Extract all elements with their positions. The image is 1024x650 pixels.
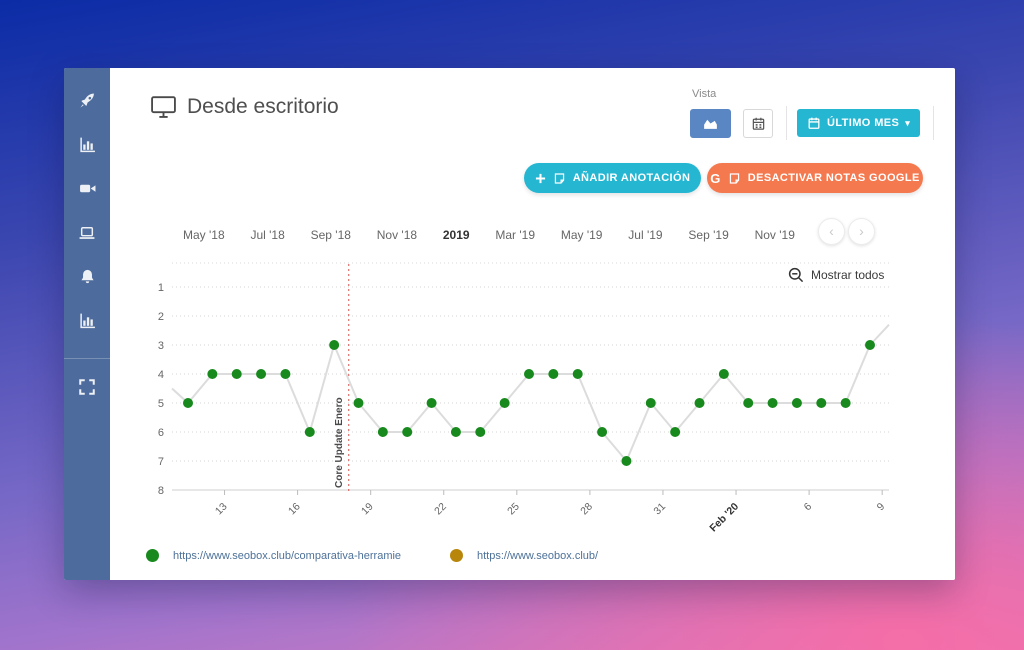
- svg-text:Core Update Enero: Core Update Enero: [334, 397, 345, 488]
- rocket-icon[interactable]: [76, 90, 98, 110]
- chart-view-button[interactable]: [690, 108, 731, 138]
- svg-text:5: 5: [158, 398, 164, 410]
- timeline-month[interactable]: Nov '18: [376, 228, 418, 242]
- timeline-month[interactable]: May '19: [560, 228, 603, 242]
- plus-icon: [535, 173, 545, 183]
- laptop-icon[interactable]: [76, 222, 98, 242]
- app-window: Desde escritorio Vista ÚLTIMO MES ▾ AÑAD…: [64, 68, 955, 580]
- period-select-button[interactable]: ÚLTIMO MES ▾: [797, 109, 921, 137]
- series-color-dot: [146, 549, 159, 562]
- timeline-month[interactable]: 2019: [442, 228, 470, 242]
- calendar-icon: [808, 117, 820, 129]
- svg-text:6: 6: [802, 501, 815, 514]
- svg-text:19: 19: [359, 501, 376, 518]
- svg-text:4: 4: [158, 369, 164, 381]
- page-title: Desde escritorio: [187, 94, 339, 118]
- svg-text:3: 3: [158, 340, 164, 352]
- video-camera-icon[interactable]: [76, 178, 98, 198]
- show-all-label: Mostrar todos: [811, 268, 885, 282]
- svg-text:2: 2: [158, 311, 164, 323]
- monitor-icon: [151, 96, 176, 118]
- legend-item[interactable]: https://www.seobox.club/comparativa-herr…: [146, 549, 401, 562]
- note-icon: [729, 172, 739, 184]
- timeline-next-button[interactable]: ›: [848, 218, 875, 245]
- timeline-month[interactable]: Jul '19: [628, 228, 663, 242]
- series-color-dot: [450, 549, 463, 562]
- bar-chart-icon[interactable]: [76, 134, 98, 154]
- svg-text:31: 31: [651, 501, 668, 518]
- svg-text:16: 16: [286, 501, 303, 518]
- svg-text:25: 25: [505, 501, 522, 518]
- timeline-month[interactable]: Sep '18: [310, 228, 351, 242]
- svg-text:7: 7: [158, 456, 164, 468]
- show-all-button[interactable]: Mostrar todos: [788, 267, 884, 283]
- expand-icon[interactable]: [76, 377, 98, 397]
- svg-text:28: 28: [578, 501, 595, 518]
- svg-text:22: 22: [432, 501, 449, 518]
- timeline-month[interactable]: Mar '19: [495, 228, 536, 242]
- timeline-month[interactable]: Jul '18: [250, 228, 285, 242]
- view-switcher: ÚLTIMO MES ▾: [690, 106, 944, 140]
- sidebar: [64, 68, 110, 580]
- calendar-view-button[interactable]: [743, 108, 773, 138]
- sidebar-divider: [64, 358, 110, 359]
- calendar-icon: [752, 117, 764, 130]
- disable-google-notes-button[interactable]: G DESACTIVAR NOTAS GOOGLE: [707, 163, 923, 193]
- bar-chart-icon[interactable]: [76, 310, 98, 330]
- legend-label: https://www.seobox.club/: [477, 549, 599, 562]
- main-panel: Desde escritorio Vista ÚLTIMO MES ▾ AÑAD…: [110, 68, 955, 580]
- legend-item[interactable]: https://www.seobox.club/: [450, 549, 598, 562]
- svg-text:8: 8: [158, 485, 164, 497]
- disable-google-notes-label: DESACTIVAR NOTAS GOOGLE: [747, 172, 920, 184]
- svg-text:1: 1: [158, 282, 164, 294]
- zoom-out-icon: [788, 267, 804, 283]
- timeline-month[interactable]: Nov '19: [754, 228, 795, 242]
- svg-text:13: 13: [213, 501, 230, 518]
- google-g-icon: G: [710, 170, 721, 186]
- bell-icon[interactable]: [76, 266, 98, 286]
- timeline-navigator: May '18 Jul '18 Sep '18 Nov '18 2019 Mar…: [183, 228, 795, 242]
- period-label: ÚLTIMO MES: [827, 117, 900, 129]
- legend-label: https://www.seobox.club/comparativa-herr…: [173, 549, 401, 562]
- add-annotation-button[interactable]: AÑADIR ANOTACIÓN: [524, 163, 701, 193]
- svg-text:9: 9: [875, 501, 888, 514]
- divider: [933, 106, 935, 140]
- rank-chart[interactable]: 1 2 3 4 5 6 7 8 13 16 19 22 25 28 31 Feb '20 6 9 Core Upda…: [158, 260, 898, 542]
- svg-text:Feb '20: Feb '20: [707, 501, 741, 535]
- timeline-month[interactable]: Sep '19: [688, 228, 729, 242]
- note-icon: [554, 172, 564, 184]
- divider: [786, 106, 787, 140]
- timeline-prev-button[interactable]: ‹: [818, 218, 845, 245]
- svg-text:6: 6: [158, 427, 164, 439]
- chart-area: 1 2 3 4 5 6 7 8 13 16 19 22 25 28 31 Feb '20 6 9 Core Upda…: [158, 260, 898, 542]
- chevron-down-icon: ▾: [905, 117, 911, 128]
- add-annotation-label: AÑADIR ANOTACIÓN: [572, 172, 691, 184]
- area-chart-icon: [704, 119, 717, 129]
- page-header: Desde escritorio: [150, 94, 339, 119]
- timeline-month[interactable]: May '18: [183, 228, 225, 242]
- vista-label: Vista: [692, 88, 717, 100]
